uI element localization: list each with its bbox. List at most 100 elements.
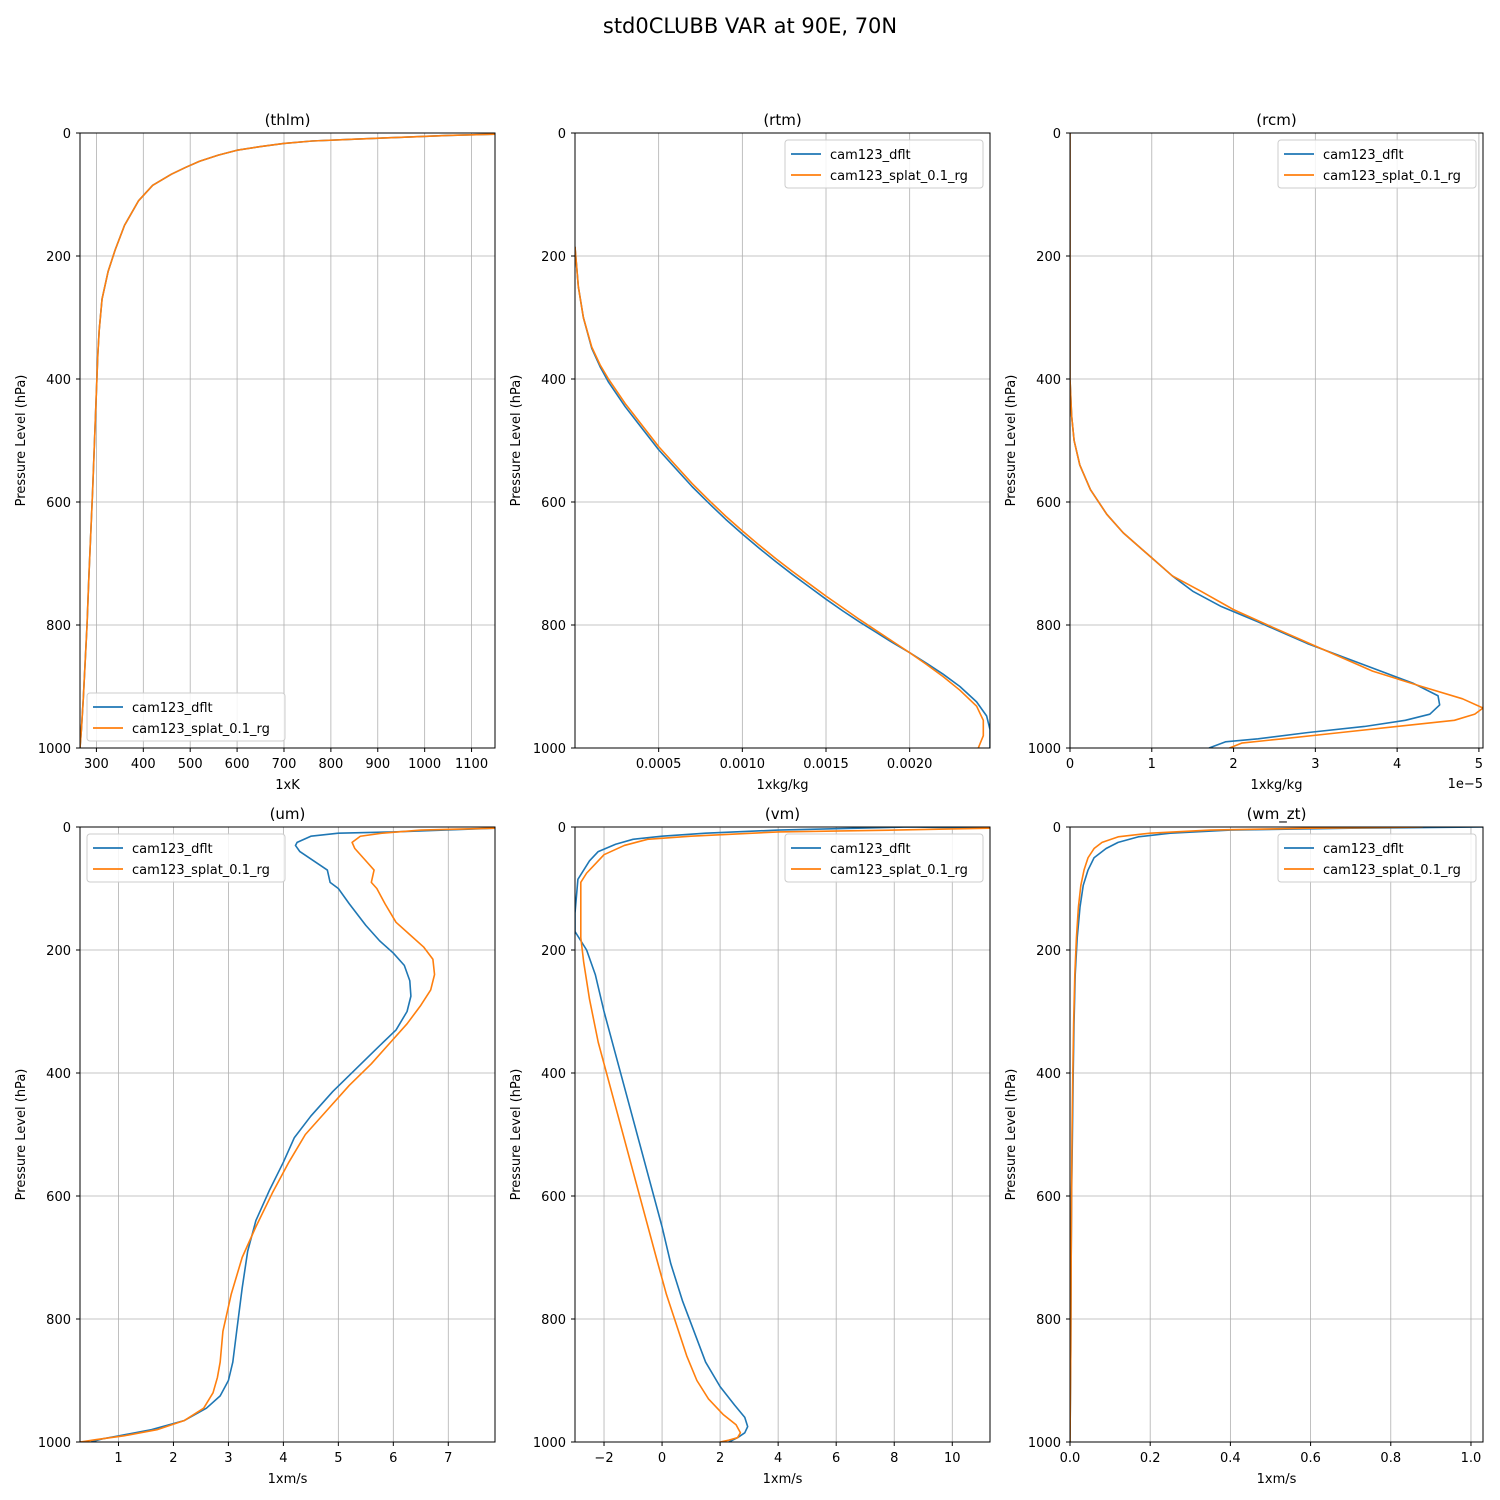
x-tick-label: 0.0005 xyxy=(636,757,682,772)
legend-label: cam123_dflt xyxy=(830,148,911,163)
y-axis-label: Pressure Level (hPa) xyxy=(509,1069,524,1201)
chart-panel-rtm: 0.0005 0.0010 0.0015 0.0020 0 200 400 600 800 100… xyxy=(509,111,991,793)
chart-panel-vm: −2 0 2 4 6 8 10 0 200 400 600 800 1000 (vm) 1xm/s Press… xyxy=(509,805,991,1487)
legend-label: cam123_dflt xyxy=(830,842,911,857)
legend: cam123_dflt cam123_splat_0.1_rg xyxy=(86,833,286,883)
legend: cam123_dflt cam123_splat_0.1_rg xyxy=(1277,139,1477,189)
y-axis-label: Pressure Level (hPa) xyxy=(509,375,524,507)
x-tick-label: 5 xyxy=(1475,757,1483,772)
legend: cam123_dflt cam123_splat_0.1_rg xyxy=(1277,833,1477,883)
series-line-cam123_dflt xyxy=(1070,827,1483,1442)
y-tick-label: 400 xyxy=(541,1067,566,1082)
y-tick-label: 200 xyxy=(541,944,566,959)
x-tick-label: 4 xyxy=(1393,757,1401,772)
x-tick-label: 6 xyxy=(832,1451,840,1466)
x-tick-label: 600 xyxy=(225,757,250,772)
x-tick-label: 0.0 xyxy=(1060,1451,1081,1466)
x-tick-label: 800 xyxy=(318,757,343,772)
y-tick-label: 800 xyxy=(541,1313,566,1328)
y-tick-label: 200 xyxy=(541,250,566,265)
y-tick-label: 1000 xyxy=(1028,742,1061,757)
legend-box xyxy=(784,139,984,189)
legend: cam123_dflt cam123_splat_0.1_rg xyxy=(784,833,984,883)
x-tick-label: 1 xyxy=(1148,757,1156,772)
chart-title: (rcm) xyxy=(1256,111,1296,129)
y-tick-label: 800 xyxy=(1036,1313,1061,1328)
chart-panel-wm_zt: 0.0 0.2 0.4 0.6 0.8 1.0 0 200 400 600 800 1000 (wm_z… xyxy=(1004,805,1484,1487)
x-tick-label: 1.0 xyxy=(1461,1451,1482,1466)
legend-label: cam123_splat_0.1_rg xyxy=(132,722,270,737)
y-tick-label: 0 xyxy=(63,127,71,142)
y-tick-label: 200 xyxy=(46,250,71,265)
axes-frame xyxy=(574,132,991,749)
x-tick-label: 5 xyxy=(334,1451,342,1466)
x-tick-label: 0.4 xyxy=(1220,1451,1241,1466)
x-tick-label: 3 xyxy=(224,1451,232,1466)
y-tick-label: 800 xyxy=(1036,619,1061,634)
chart-title: (wm_zt) xyxy=(1247,805,1307,824)
y-tick-label: 0 xyxy=(63,821,71,836)
legend-label: cam123_splat_0.1_rg xyxy=(830,863,968,878)
y-tick-label: 600 xyxy=(46,1190,71,1205)
y-tick-label: 1000 xyxy=(533,742,566,757)
x-axis-label: 1xm/s xyxy=(1257,1472,1297,1487)
x-tick-label: 4 xyxy=(774,1451,782,1466)
chart-title: (thlm) xyxy=(265,111,311,129)
x-tick-label: 3 xyxy=(1311,757,1319,772)
x-tick-label: 2 xyxy=(1229,757,1237,772)
axes-frame xyxy=(1069,132,1484,749)
y-tick-label: 800 xyxy=(46,1313,71,1328)
x-axis-label: 1xkg/kg xyxy=(1251,778,1303,793)
figure-title: std0CLUBB VAR at 90E, 70N xyxy=(602,14,898,38)
series-line-cam123_splat_0.1_rg xyxy=(579,827,990,1442)
legend: cam123_dflt cam123_splat_0.1_rg xyxy=(784,139,984,189)
x-tick-label: 1100 xyxy=(455,757,488,772)
y-tick-label: 600 xyxy=(1036,1190,1061,1205)
legend-box xyxy=(784,833,984,883)
chart-title: (um) xyxy=(270,805,306,823)
x-tick-label: 500 xyxy=(178,757,203,772)
y-tick-label: 200 xyxy=(1036,250,1061,265)
y-tick-label: 0 xyxy=(558,127,566,142)
legend-box xyxy=(1277,833,1477,883)
axes-frame xyxy=(79,826,496,1443)
legend-label: cam123_splat_0.1_rg xyxy=(1323,863,1461,878)
axes-frame xyxy=(79,132,496,749)
chart-panel-um: 1 2 3 4 5 6 7 0 200 400 600 800 1000 (um) 1xm/s Pressur… xyxy=(14,805,496,1487)
x-tick-label: 10 xyxy=(944,1451,961,1466)
x-tick-label: 0.0015 xyxy=(803,757,849,772)
x-tick-label: 0.0020 xyxy=(887,757,933,772)
legend-label: cam123_dflt xyxy=(1323,842,1404,857)
legend-label: cam123_splat_0.1_rg xyxy=(1323,169,1461,184)
chart-panel-thlm: 300 400 500 600 700 800 900 1000 1100 0 200 400 600 8… xyxy=(14,111,496,793)
legend-label: cam123_dflt xyxy=(132,701,213,716)
x-tick-label: 300 xyxy=(84,757,109,772)
chart-title: (vm) xyxy=(765,805,800,823)
x-tick-label: 7 xyxy=(444,1451,452,1466)
y-tick-label: 600 xyxy=(541,496,566,511)
y-axis-label: Pressure Level (hPa) xyxy=(1004,1069,1019,1201)
axis-offset-label: 1e−5 xyxy=(1448,777,1483,792)
x-tick-label: 0.6 xyxy=(1300,1451,1321,1466)
x-tick-label: 2 xyxy=(169,1451,177,1466)
x-tick-label: 0 xyxy=(1066,757,1074,772)
series-line-cam123_dflt xyxy=(575,246,990,748)
y-tick-label: 1000 xyxy=(1028,1436,1061,1451)
x-tick-label: 1000 xyxy=(408,757,441,772)
x-tick-label: 8 xyxy=(890,1451,898,1466)
y-tick-label: 200 xyxy=(46,944,71,959)
x-tick-label: 0.0010 xyxy=(720,757,766,772)
x-tick-label: 0 xyxy=(658,1451,666,1466)
y-tick-label: 1000 xyxy=(533,1436,566,1451)
x-tick-label: 4 xyxy=(279,1451,287,1466)
legend-box xyxy=(86,692,286,742)
x-tick-label: 0.2 xyxy=(1140,1451,1161,1466)
y-tick-label: 1000 xyxy=(38,1436,71,1451)
legend-label: cam123_dflt xyxy=(132,842,213,857)
legend: cam123_dflt cam123_splat_0.1_rg xyxy=(86,692,286,742)
legend-box xyxy=(1277,139,1477,189)
series-line-cam123_splat_0.1_rg xyxy=(1070,827,1423,1442)
legend-label: cam123_dflt xyxy=(1323,148,1404,163)
series-line-cam123_splat_0.1_rg xyxy=(1070,133,1483,748)
